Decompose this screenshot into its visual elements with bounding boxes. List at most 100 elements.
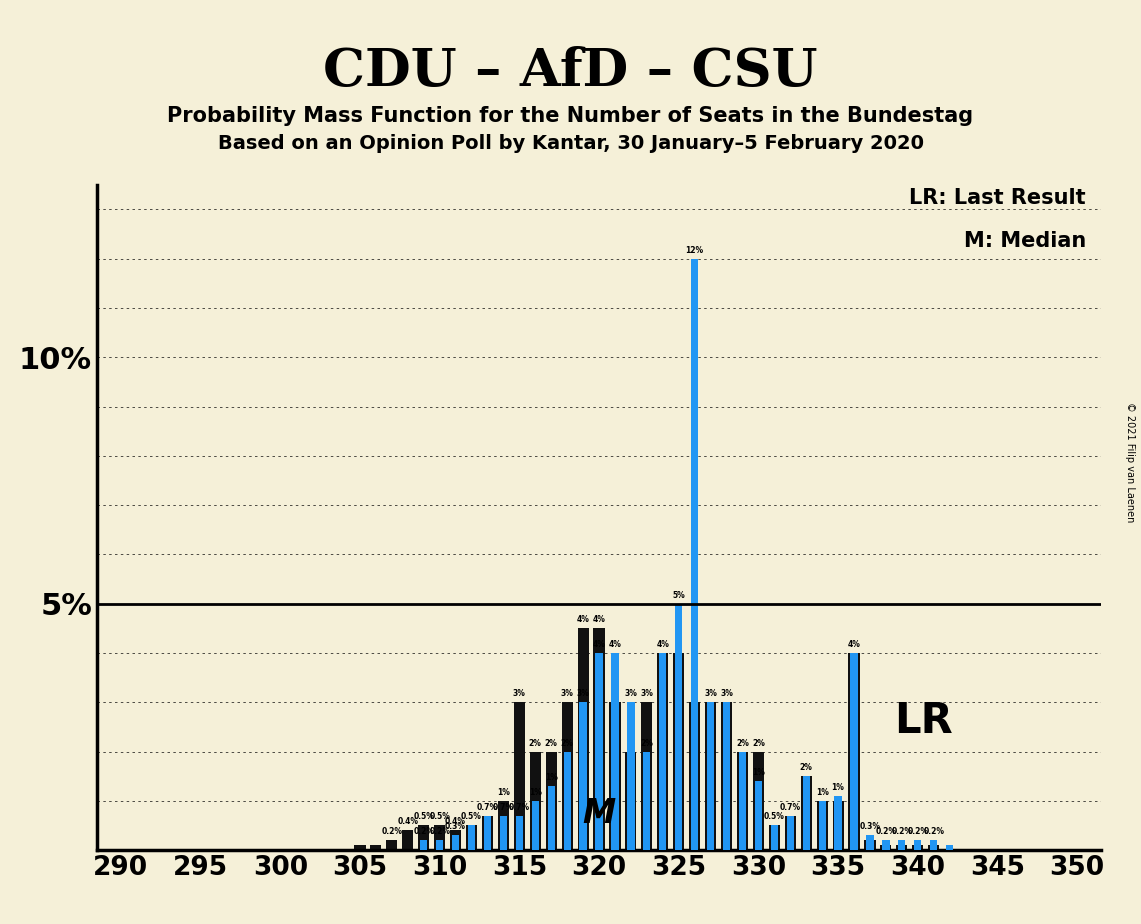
Bar bbox=[721, 702, 733, 850]
Bar bbox=[609, 702, 621, 850]
Bar bbox=[769, 825, 780, 850]
Bar bbox=[802, 776, 810, 850]
Text: 2%: 2% bbox=[544, 738, 558, 748]
Text: Based on an Opinion Poll by Kantar, 30 January–5 February 2020: Based on an Opinion Poll by Kantar, 30 J… bbox=[218, 134, 923, 153]
Bar bbox=[482, 816, 493, 850]
Text: LR: LR bbox=[893, 699, 953, 742]
Text: 0.7%: 0.7% bbox=[493, 803, 513, 811]
Bar bbox=[644, 751, 650, 850]
Text: 0.7%: 0.7% bbox=[477, 803, 497, 811]
Bar bbox=[596, 653, 602, 850]
Bar bbox=[770, 825, 778, 850]
Text: 12%: 12% bbox=[686, 246, 704, 255]
Text: 0.2%: 0.2% bbox=[907, 827, 929, 836]
Bar bbox=[513, 702, 525, 850]
Bar bbox=[641, 702, 653, 850]
Bar bbox=[786, 816, 794, 850]
Text: 5%: 5% bbox=[672, 590, 685, 600]
Bar bbox=[628, 702, 634, 850]
Bar bbox=[801, 776, 811, 850]
Bar bbox=[849, 653, 859, 850]
Text: 2%: 2% bbox=[752, 738, 764, 748]
Text: 0.2%: 0.2% bbox=[429, 827, 451, 836]
Text: M: Median: M: Median bbox=[964, 231, 1086, 251]
Text: 1%: 1% bbox=[544, 773, 558, 782]
Bar bbox=[420, 840, 428, 850]
Bar bbox=[928, 845, 939, 850]
Bar bbox=[739, 751, 746, 850]
Text: M: M bbox=[582, 797, 616, 831]
Bar bbox=[834, 796, 842, 850]
Bar bbox=[691, 259, 698, 850]
Text: 3%: 3% bbox=[624, 689, 638, 699]
Text: Probability Mass Function for the Number of Seats in the Bundestag: Probability Mass Function for the Number… bbox=[168, 106, 973, 127]
Text: 3%: 3% bbox=[576, 689, 590, 699]
Bar bbox=[785, 816, 796, 850]
Text: 3%: 3% bbox=[560, 689, 574, 699]
Bar bbox=[436, 840, 443, 850]
Bar bbox=[673, 653, 685, 850]
Text: 1%: 1% bbox=[752, 768, 764, 777]
Text: 0.3%: 0.3% bbox=[445, 822, 466, 832]
Text: CDU – AfD – CSU: CDU – AfD – CSU bbox=[323, 46, 818, 97]
Bar bbox=[675, 603, 682, 850]
Bar bbox=[689, 702, 701, 850]
Bar bbox=[468, 825, 475, 850]
Bar bbox=[497, 801, 509, 850]
Bar bbox=[484, 816, 491, 850]
Bar bbox=[705, 702, 717, 850]
Bar bbox=[866, 835, 874, 850]
Text: 0.4%: 0.4% bbox=[445, 818, 466, 826]
Text: 4%: 4% bbox=[592, 615, 606, 625]
Bar bbox=[532, 801, 539, 850]
Text: 2%: 2% bbox=[736, 738, 748, 748]
Text: 3%: 3% bbox=[640, 689, 654, 699]
Bar bbox=[564, 751, 570, 850]
Text: 0.4%: 0.4% bbox=[397, 818, 419, 826]
Bar bbox=[833, 801, 843, 850]
Bar bbox=[418, 825, 429, 850]
Bar bbox=[897, 845, 907, 850]
Bar bbox=[577, 628, 589, 850]
Bar bbox=[737, 751, 748, 850]
Text: 4%: 4% bbox=[608, 640, 622, 649]
Text: 1%: 1% bbox=[816, 788, 828, 796]
Text: 0.2%: 0.2% bbox=[875, 827, 897, 836]
Text: 0.5%: 0.5% bbox=[429, 812, 450, 821]
Bar bbox=[625, 751, 637, 850]
Bar bbox=[753, 751, 764, 850]
Text: 1%: 1% bbox=[832, 783, 844, 792]
Bar bbox=[593, 628, 605, 850]
Bar bbox=[452, 835, 459, 850]
Text: 4%: 4% bbox=[656, 640, 670, 649]
Text: 1%: 1% bbox=[528, 788, 542, 796]
Bar bbox=[355, 845, 365, 850]
Text: 0.2%: 0.2% bbox=[381, 827, 403, 836]
Bar bbox=[723, 702, 730, 850]
Bar bbox=[434, 825, 445, 850]
Text: 2%: 2% bbox=[640, 738, 654, 748]
Bar bbox=[548, 786, 555, 850]
Bar bbox=[612, 653, 618, 850]
Text: LR: Last Result: LR: Last Result bbox=[909, 188, 1086, 208]
Text: 4%: 4% bbox=[848, 640, 860, 649]
Bar bbox=[580, 702, 586, 850]
Bar bbox=[930, 840, 938, 850]
Bar bbox=[818, 801, 826, 850]
Text: © 2021 Filip van Laenen: © 2021 Filip van Laenen bbox=[1125, 402, 1135, 522]
Text: 2%: 2% bbox=[560, 738, 574, 748]
Bar bbox=[500, 816, 507, 850]
Bar bbox=[657, 653, 669, 850]
Text: 3%: 3% bbox=[704, 689, 717, 699]
Bar bbox=[707, 702, 714, 850]
Bar bbox=[529, 751, 541, 850]
Bar bbox=[402, 831, 413, 850]
Bar bbox=[387, 840, 397, 850]
Text: 3%: 3% bbox=[513, 689, 526, 699]
Bar bbox=[946, 845, 953, 850]
Text: 0.5%: 0.5% bbox=[461, 812, 482, 821]
Bar bbox=[755, 781, 762, 850]
Bar bbox=[881, 845, 891, 850]
Text: 0.5%: 0.5% bbox=[764, 812, 785, 821]
Bar bbox=[659, 653, 666, 850]
